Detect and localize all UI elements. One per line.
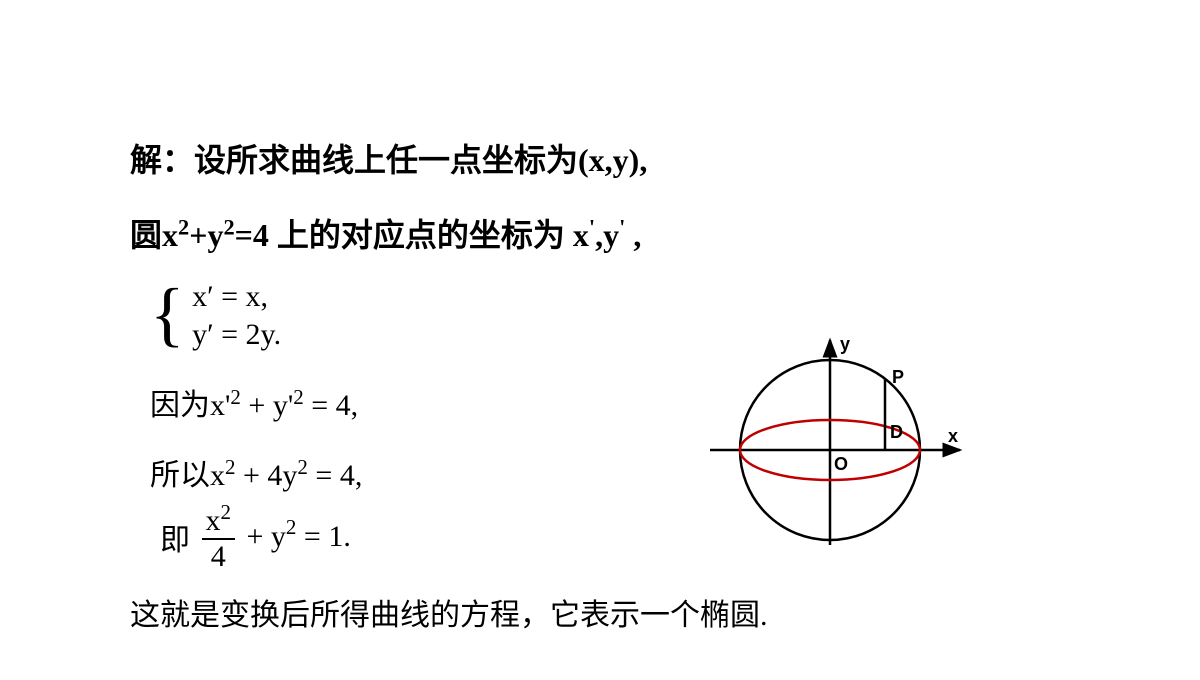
t: ,y (595, 217, 619, 253)
solution-line-3: 因为x'2 + y'2 = 4, (150, 380, 358, 424)
sup: 2 (225, 455, 236, 479)
sup: 2 (178, 214, 189, 239)
sup: 2 (230, 385, 241, 409)
point-p-label: P (892, 367, 904, 387)
sup: 2 (223, 214, 234, 239)
t: , (625, 217, 641, 253)
solution-line-6: 这就是变换后所得曲线的方程，它表示一个椭圆. (130, 590, 768, 634)
solution-line-2: 圆x2+y2=4 上的对应点的坐标为 x',y' , (130, 210, 641, 256)
diagram-svg: y x O P D (670, 320, 990, 560)
t: 圆x (130, 217, 178, 253)
text: 解：设所求曲线上任一点坐标为(x,y), (130, 142, 647, 178)
t: +y (189, 217, 223, 253)
circle-ellipse-diagram: y x O P D (670, 320, 990, 560)
x-axis-label: x (948, 426, 958, 446)
t: 这就是变换后所得曲线的方程，它表示一个椭圆. (130, 599, 768, 632)
solution-line-1: 解：设所求曲线上任一点坐标为(x,y), (130, 135, 647, 181)
sup: 2 (297, 455, 308, 479)
t: 即 (160, 524, 190, 557)
fraction: x2 4 (202, 500, 236, 574)
eq-xprime: x′ = x, (192, 278, 281, 316)
brace-body: x′ = x, y′ = 2y. (192, 278, 281, 354)
page: 解：设所求曲线上任一点坐标为(x,y), 圆x2+y2=4 上的对应点的坐标为 … (0, 0, 1200, 680)
sup: 2 (293, 385, 304, 409)
t: x (206, 504, 221, 537)
point-d-label: D (890, 422, 903, 442)
t: 所以x (150, 459, 225, 492)
brace-icon: { (150, 278, 185, 350)
t: 因为x' (150, 389, 230, 422)
sup: 2 (286, 515, 297, 539)
numerator: x2 (202, 500, 236, 538)
t: + y (247, 520, 286, 553)
solution-line-5: 即 x2 4 + y2 = 1. (160, 500, 351, 574)
origin-label: O (834, 454, 848, 474)
y-axis-label: y (840, 334, 850, 354)
t: + y' (241, 389, 293, 422)
t: + 4y (236, 459, 298, 492)
t: = 4, (304, 389, 358, 422)
brace-system: { x′ = x, y′ = 2y. (150, 278, 281, 354)
t: =4 上的对应点的坐标为 x (235, 217, 589, 253)
solution-line-4: 所以x2 + 4y2 = 4, (150, 450, 362, 494)
t: = 4, (308, 459, 362, 492)
denominator: 4 (202, 538, 236, 574)
t: = 1. (296, 520, 350, 553)
sup: 2 (221, 500, 232, 524)
eq-yprime: y′ = 2y. (192, 316, 281, 354)
